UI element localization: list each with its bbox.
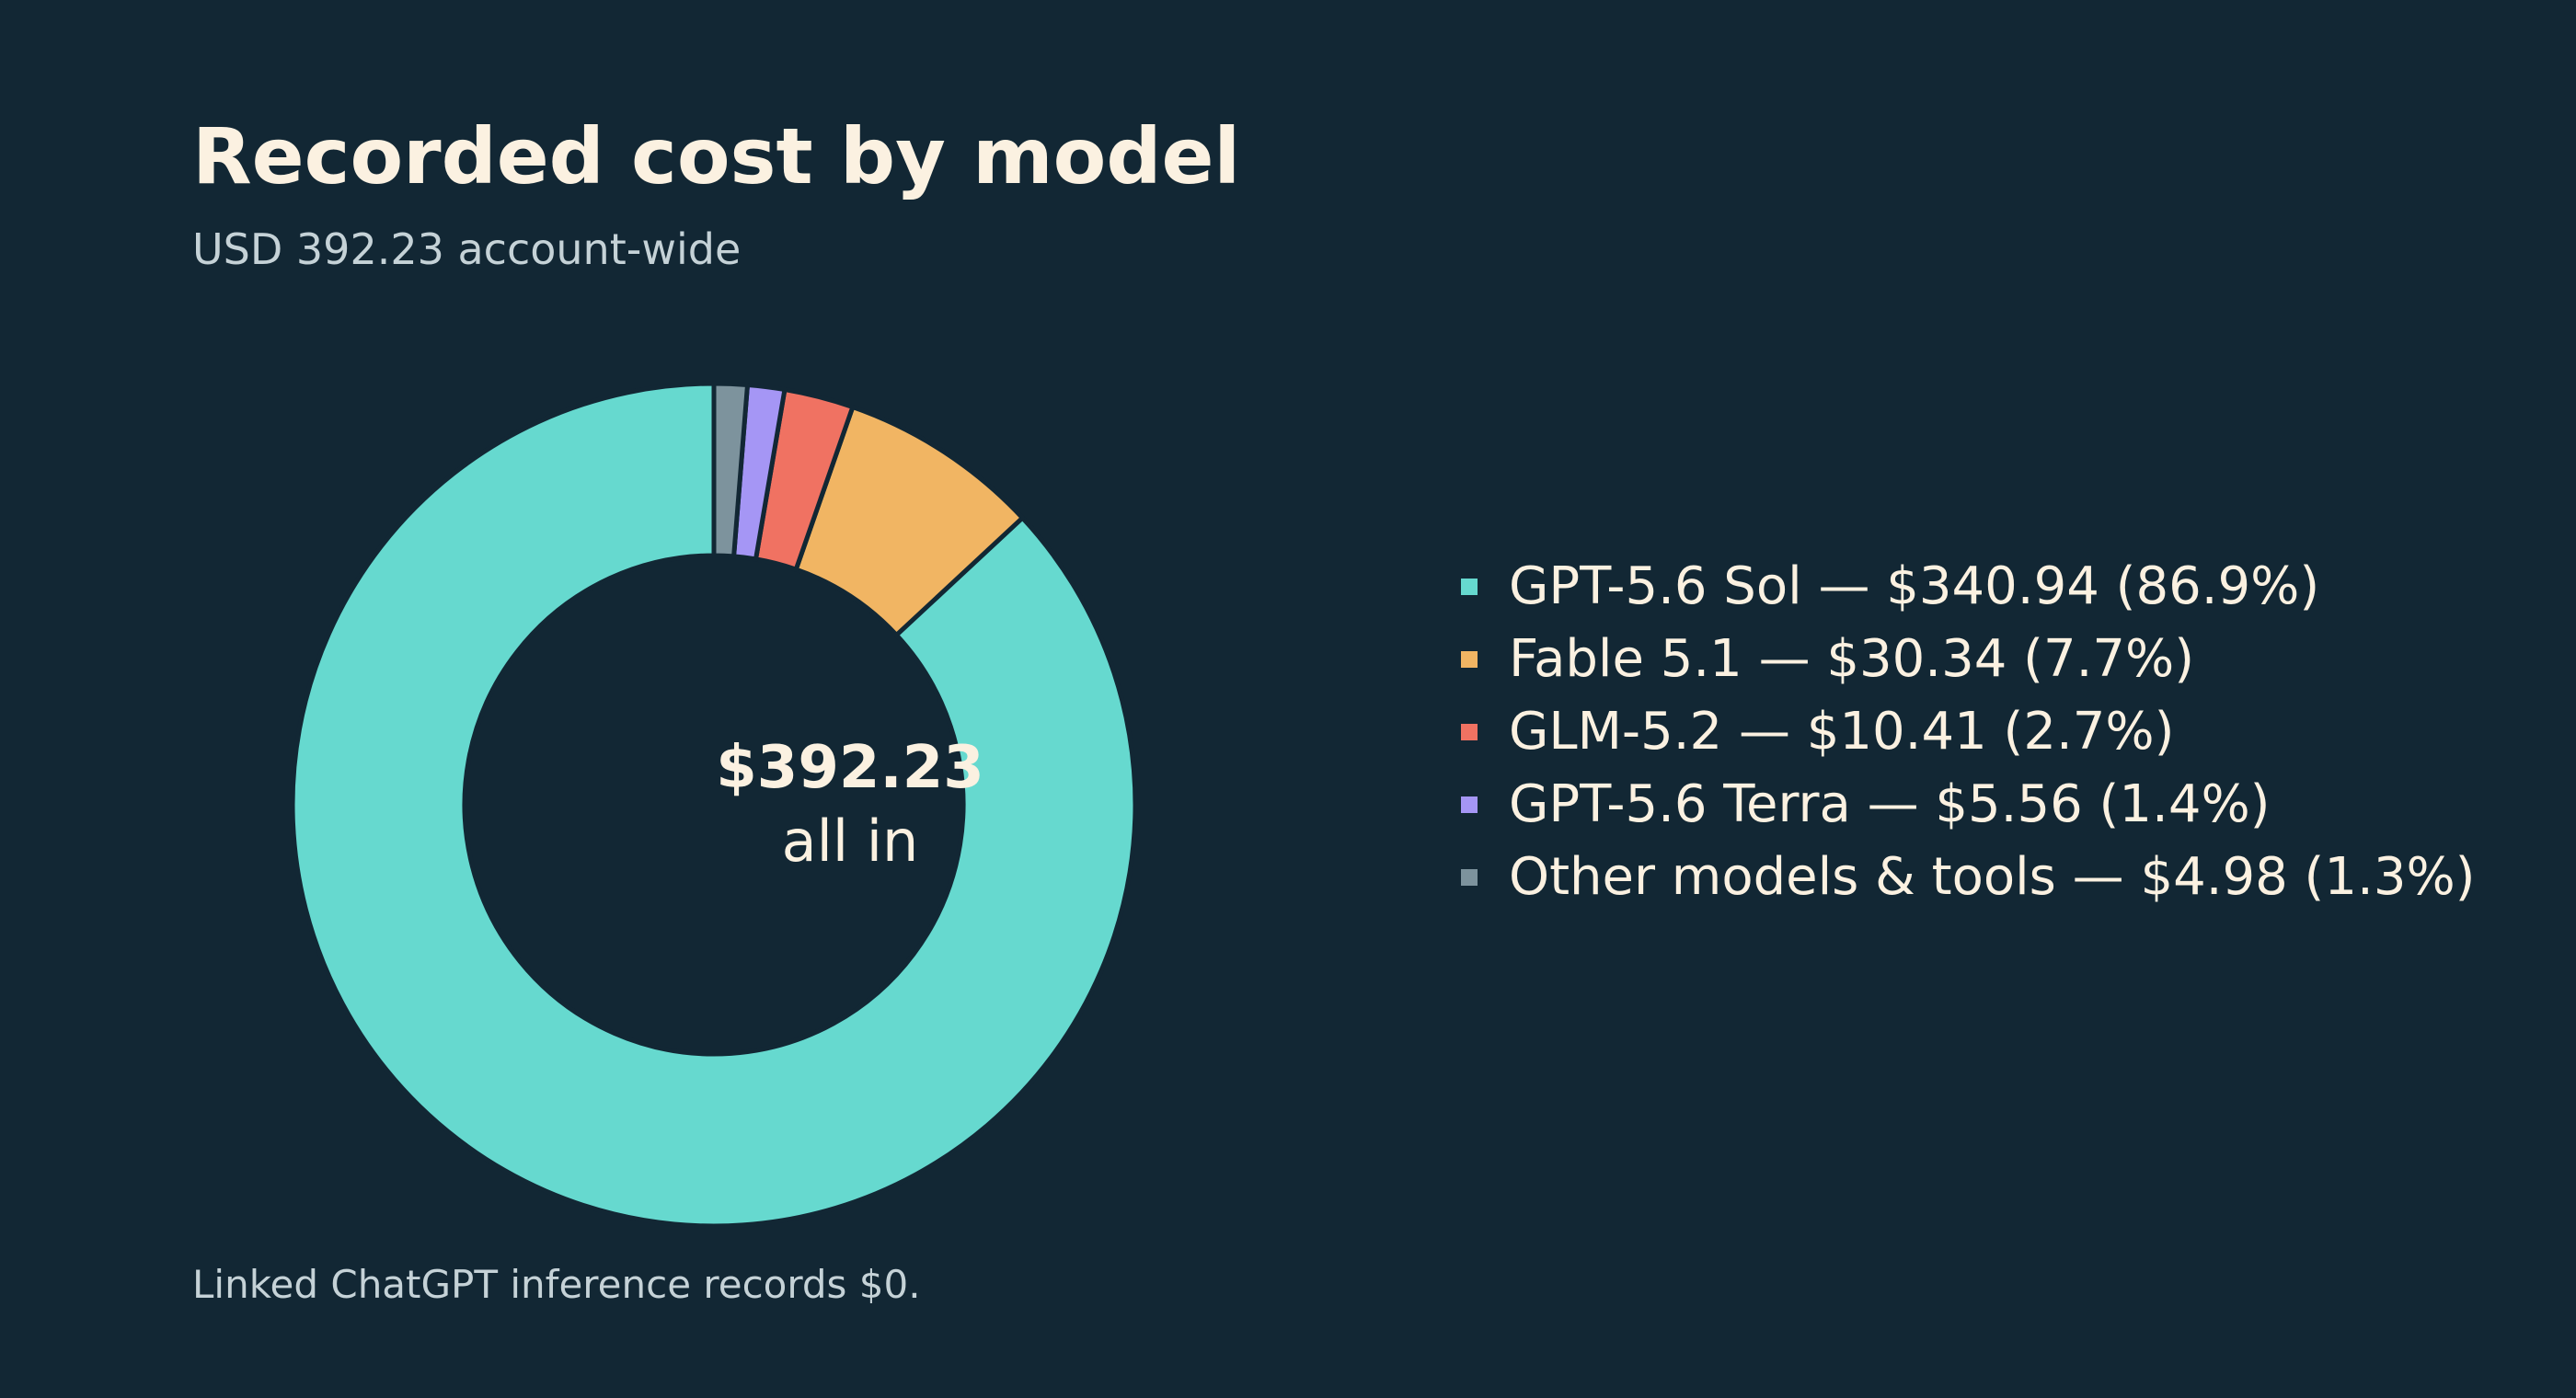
chart-footnote: Linked ChatGPT inference records $0. — [192, 1262, 921, 1307]
legend-item: GLM-5.2 — $10.41 (2.7%) — [1461, 695, 2476, 768]
chart-legend: GPT-5.6 Sol — $340.94 (86.9%) Fable 5.1 —… — [1461, 550, 2476, 913]
legend-item: GPT-5.6 Sol — $340.94 (86.9%) — [1461, 550, 2476, 623]
chart-subtitle: USD 392.23 account-wide — [192, 224, 742, 274]
donut-slice-other-models-tools — [711, 381, 750, 559]
chart-title: Recorded cost by model — [192, 111, 1241, 201]
donut-slices — [290, 381, 1138, 1229]
legend-label: Fable 5.1 — $30.34 (7.7%) — [1509, 628, 2195, 689]
legend-item: Fable 5.1 — $30.34 (7.7%) — [1461, 623, 2476, 695]
legend-item: Other models & tools — $4.98 (1.3%) — [1461, 841, 2476, 913]
legend-label: GLM-5.2 — $10.41 (2.7%) — [1509, 701, 2175, 762]
legend-swatch — [1461, 796, 1478, 813]
donut-slice-gpt-5-6-sol — [290, 381, 1138, 1229]
legend-label: GPT-5.6 Sol — $340.94 (86.9%) — [1509, 556, 2320, 616]
center-caption-label: all in — [782, 808, 919, 875]
legend-label: GPT-5.6 Terra — $5.56 (1.4%) — [1509, 773, 2271, 834]
legend-item: GPT-5.6 Terra — $5.56 (1.4%) — [1461, 768, 2476, 841]
legend-swatch — [1461, 578, 1478, 595]
legend-swatch — [1461, 650, 1478, 668]
legend-swatch — [1461, 723, 1478, 740]
center-total-label: $392.23 — [716, 734, 984, 802]
legend-swatch — [1461, 868, 1478, 886]
legend-label: Other models & tools — $4.98 (1.3%) — [1509, 846, 2476, 907]
